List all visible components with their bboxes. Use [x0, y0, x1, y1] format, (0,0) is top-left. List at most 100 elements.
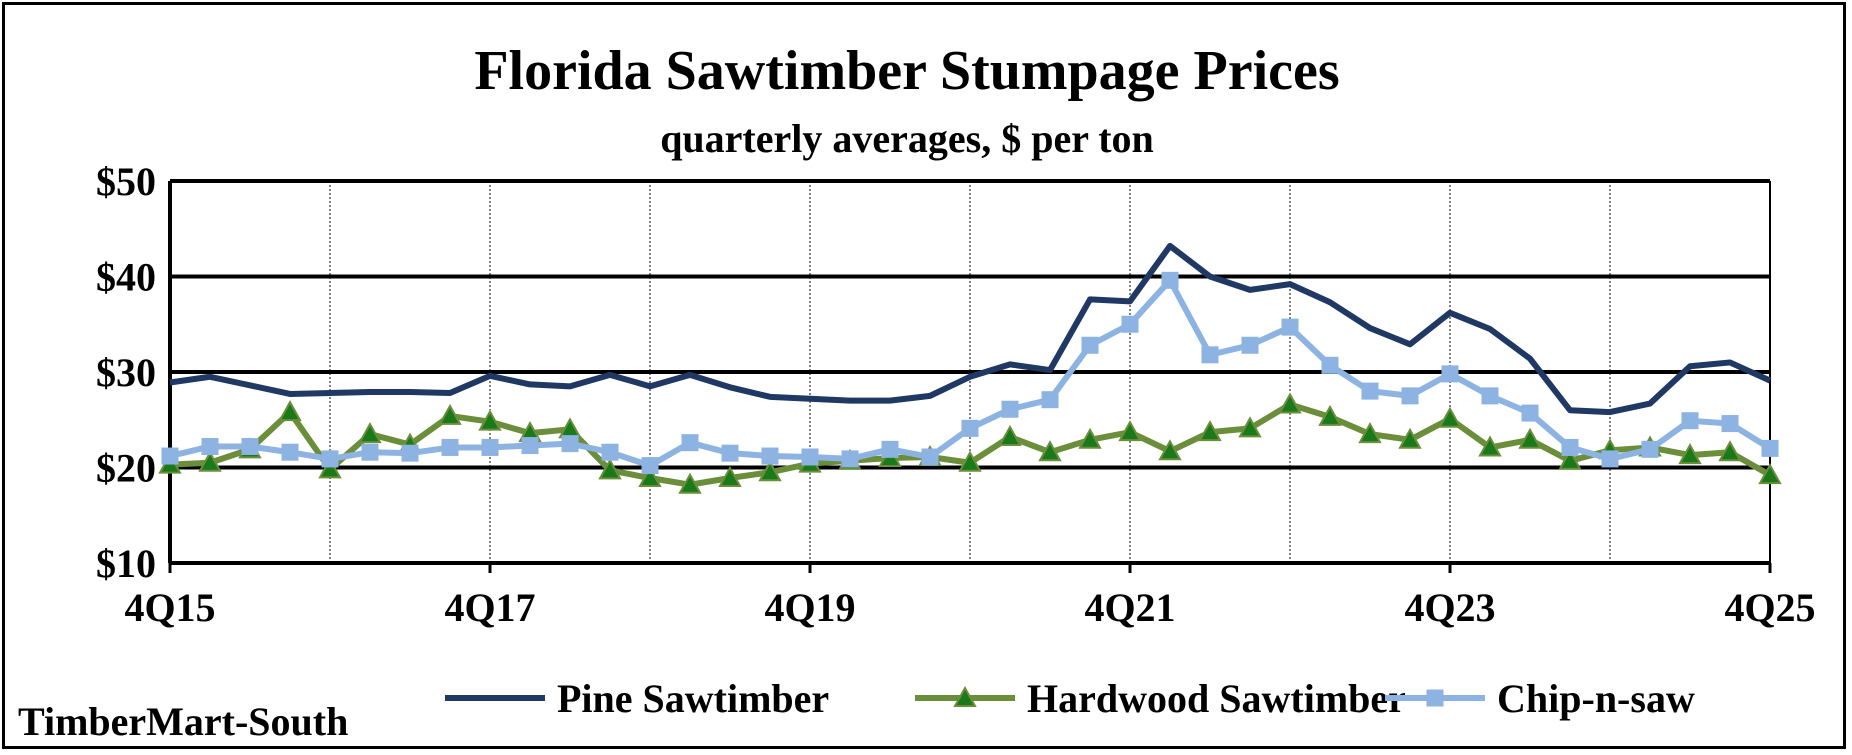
data-point-chip-n-saw: [481, 438, 499, 456]
data-point-chip-n-saw: [721, 444, 739, 462]
legend-marker-chip-n-saw: [1426, 689, 1444, 707]
data-point-chip-n-saw: [641, 457, 659, 475]
data-point-chip-n-saw: [881, 440, 899, 458]
data-point-chip-n-saw: [1441, 365, 1459, 383]
data-point-chip-n-saw: [1361, 382, 1379, 400]
data-point-hardwood-sawtimber: [358, 422, 382, 444]
data-point-chip-n-saw: [681, 434, 699, 452]
data-point-hardwood-sawtimber: [678, 472, 702, 494]
chart-subtitle: quarterly averages, $ per ton: [660, 116, 1154, 161]
data-point-chip-n-saw: [1001, 400, 1019, 418]
data-point-hardwood-sawtimber: [1398, 427, 1422, 449]
data-point-hardwood-sawtimber: [1038, 440, 1062, 462]
data-point-hardwood-sawtimber: [1238, 416, 1262, 438]
data-point-chip-n-saw: [801, 448, 819, 466]
data-point-chip-n-saw: [1521, 404, 1539, 422]
data-point-hardwood-sawtimber: [438, 403, 462, 425]
data-point-hardwood-sawtimber: [638, 465, 662, 488]
data-point-hardwood-sawtimber: [1158, 439, 1182, 461]
data-point-hardwood-sawtimber: [718, 465, 742, 488]
data-point-chip-n-saw: [241, 437, 259, 455]
horizontal-gridlines: [168, 179, 1771, 565]
data-point-chip-n-saw: [1081, 336, 1099, 354]
data-point-chip-n-saw: [1761, 439, 1779, 457]
data-point-hardwood-sawtimber: [1758, 463, 1782, 485]
legend: Pine Sawtimber Hardwood Sawtimber Chip-n-s…: [445, 676, 1695, 721]
data-point-chip-n-saw: [961, 419, 979, 437]
series-layer: [158, 242, 1782, 494]
data-point-chip-n-saw: [1561, 438, 1579, 456]
data-point-chip-n-saw: [1281, 318, 1299, 336]
y-tick-label: $30: [96, 350, 156, 395]
data-point-chip-n-saw: [201, 437, 219, 455]
data-point-hardwood-sawtimber: [758, 460, 782, 482]
chart-title: Florida Sawtimber Stumpage Prices: [474, 40, 1339, 102]
data-point-chip-n-saw: [561, 435, 579, 453]
y-tick-label: $50: [96, 159, 156, 204]
data-point-hardwood-sawtimber: [1718, 440, 1742, 462]
data-point-hardwood-sawtimber: [278, 400, 302, 422]
data-point-chip-n-saw: [361, 443, 379, 461]
legend-label-hardwood-sawtimber: Hardwood Sawtimber: [1027, 676, 1406, 721]
legend-label-pine-sawtimber: Pine Sawtimber: [557, 676, 829, 721]
y-tick-label: $20: [96, 446, 156, 491]
data-point-hardwood-sawtimber: [598, 458, 622, 480]
data-point-hardwood-sawtimber: [478, 409, 502, 431]
data-point-chip-n-saw: [441, 438, 459, 456]
data-point-chip-n-saw: [281, 443, 299, 461]
x-tick-label: 4Q21: [1084, 585, 1175, 630]
data-point-chip-n-saw: [1641, 440, 1659, 458]
data-point-hardwood-sawtimber: [1198, 420, 1222, 442]
data-point-chip-n-saw: [1161, 271, 1179, 289]
data-point-chip-n-saw: [1121, 315, 1139, 333]
data-point-chip-n-saw: [1401, 387, 1419, 405]
data-point-hardwood-sawtimber: [1518, 427, 1542, 449]
series-chip-n-saw: [161, 271, 1779, 475]
data-point-hardwood-sawtimber: [1318, 404, 1342, 426]
x-tick-label: 4Q15: [124, 585, 215, 630]
data-point-hardwood-sawtimber: [998, 424, 1022, 446]
x-tick-label: 4Q23: [1404, 585, 1495, 630]
data-point-chip-n-saw: [601, 443, 619, 461]
y-tick-label: $40: [96, 255, 156, 300]
data-point-chip-n-saw: [161, 447, 179, 465]
data-point-hardwood-sawtimber: [1278, 392, 1302, 414]
data-point-hardwood-sawtimber: [1078, 427, 1102, 449]
data-point-hardwood-sawtimber: [1558, 448, 1582, 470]
data-point-chip-n-saw: [521, 437, 539, 455]
data-point-chip-n-saw: [1201, 346, 1219, 364]
data-point-chip-n-saw: [1601, 450, 1619, 468]
source-label: TimberMart-South: [18, 699, 348, 744]
legend-label-chip-n-saw: Chip-n-saw: [1497, 676, 1695, 721]
y-axis-tick-labels: $10 $20 $30 $40 $50: [96, 159, 156, 586]
data-point-chip-n-saw: [1481, 387, 1499, 405]
data-point-chip-n-saw: [921, 448, 939, 466]
data-point-chip-n-saw: [1241, 336, 1259, 354]
data-point-chip-n-saw: [1681, 412, 1699, 430]
data-point-chip-n-saw: [841, 450, 859, 468]
data-point-hardwood-sawtimber: [1358, 422, 1382, 444]
data-point-chip-n-saw: [1321, 356, 1339, 374]
x-axis-tick-labels: 4Q15 4Q17 4Q19 4Q21 4Q23 4Q25: [124, 563, 1816, 630]
y-tick-label: $10: [96, 541, 156, 586]
data-point-chip-n-saw: [1721, 415, 1739, 433]
data-point-hardwood-sawtimber: [198, 450, 222, 472]
data-point-hardwood-sawtimber: [1118, 420, 1142, 442]
data-point-hardwood-sawtimber: [1438, 406, 1462, 428]
series-line-pine-sawtimber: [169, 242, 1772, 416]
x-tick-label: 4Q17: [444, 585, 535, 630]
data-point-chip-n-saw: [761, 447, 779, 465]
legend-marker-hardwood-sawtimber: [953, 685, 977, 707]
data-point-hardwood-sawtimber: [318, 457, 342, 479]
data-point-chip-n-saw: [1041, 391, 1059, 409]
data-point-hardwood-sawtimber: [958, 450, 982, 472]
data-point-chip-n-saw: [401, 444, 419, 462]
data-point-hardwood-sawtimber: [1478, 435, 1502, 457]
x-tick-label: 4Q19: [764, 585, 855, 630]
series-pine-sawtimber: [169, 242, 1772, 416]
x-tick-label: 4Q25: [1724, 585, 1815, 630]
data-point-hardwood-sawtimber: [1678, 443, 1702, 465]
data-point-chip-n-saw: [321, 450, 339, 468]
